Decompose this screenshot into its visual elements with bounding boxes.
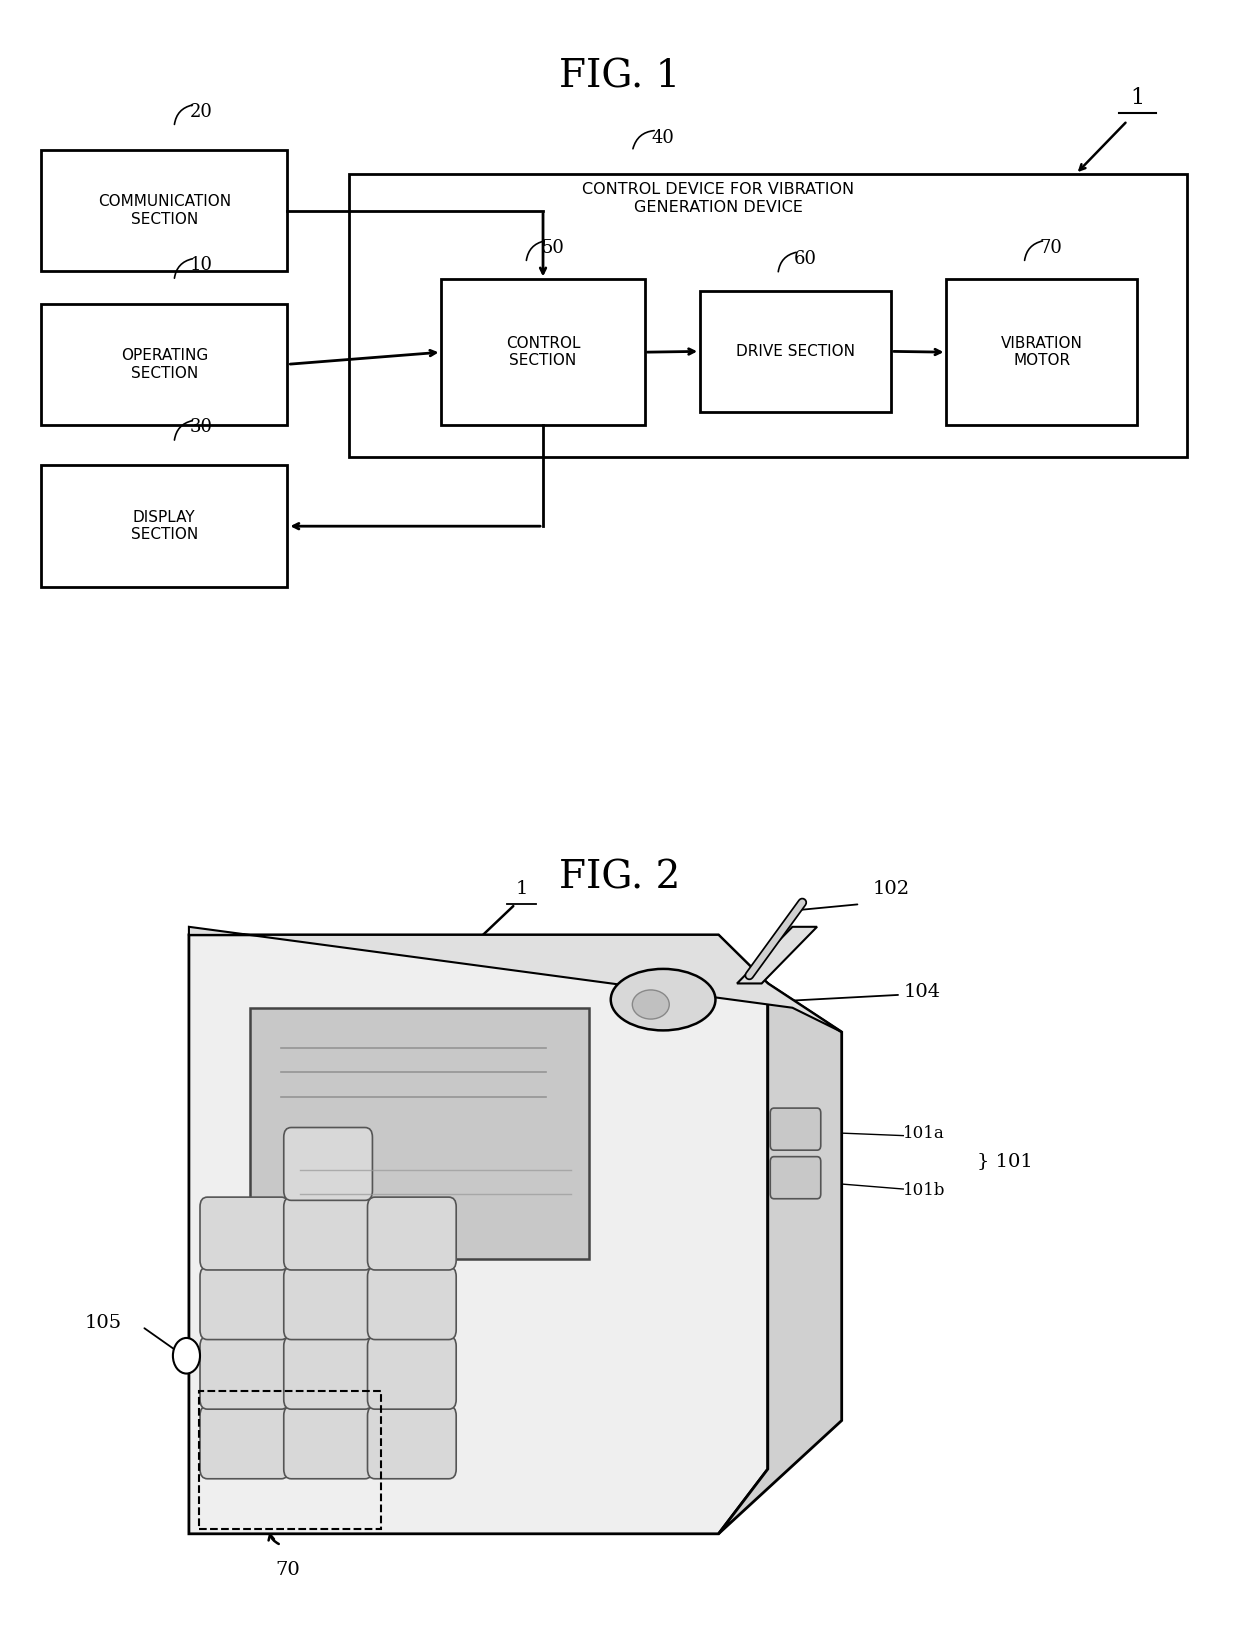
FancyBboxPatch shape <box>41 304 288 425</box>
FancyBboxPatch shape <box>367 1336 456 1409</box>
FancyBboxPatch shape <box>284 1336 372 1409</box>
FancyBboxPatch shape <box>284 1406 372 1479</box>
FancyBboxPatch shape <box>367 1267 456 1339</box>
FancyBboxPatch shape <box>284 1128 372 1201</box>
Text: 50: 50 <box>542 239 564 257</box>
Text: OPERATING
SECTION: OPERATING SECTION <box>120 348 208 381</box>
FancyBboxPatch shape <box>41 150 288 272</box>
FancyBboxPatch shape <box>701 291 892 412</box>
Text: 1: 1 <box>1130 88 1145 109</box>
Text: 105: 105 <box>84 1315 122 1333</box>
FancyBboxPatch shape <box>41 465 288 587</box>
FancyBboxPatch shape <box>200 1336 289 1409</box>
Text: FIG. 1: FIG. 1 <box>559 59 681 96</box>
FancyBboxPatch shape <box>200 1406 289 1479</box>
Text: 60: 60 <box>794 251 817 268</box>
Ellipse shape <box>172 1337 200 1373</box>
Polygon shape <box>737 927 817 983</box>
Text: 70: 70 <box>1040 239 1063 257</box>
FancyBboxPatch shape <box>284 1267 372 1339</box>
Text: 30: 30 <box>336 940 362 960</box>
Ellipse shape <box>632 989 670 1019</box>
Text: 1: 1 <box>516 880 528 898</box>
FancyBboxPatch shape <box>200 1267 289 1339</box>
Text: 10: 10 <box>201 957 226 975</box>
Polygon shape <box>188 927 842 1032</box>
FancyBboxPatch shape <box>367 1197 456 1271</box>
Text: } 101: } 101 <box>977 1152 1033 1170</box>
Polygon shape <box>718 983 842 1534</box>
Text: VIBRATION
MOTOR: VIBRATION MOTOR <box>1001 337 1083 368</box>
Text: 101b: 101b <box>903 1183 946 1199</box>
Text: 10: 10 <box>583 1289 608 1306</box>
Text: DISPLAY
SECTION: DISPLAY SECTION <box>130 509 198 542</box>
Text: 10: 10 <box>190 257 213 275</box>
Text: 70: 70 <box>275 1562 300 1580</box>
FancyBboxPatch shape <box>946 280 1137 425</box>
FancyBboxPatch shape <box>250 1007 589 1259</box>
Text: 101a: 101a <box>903 1126 945 1142</box>
FancyBboxPatch shape <box>770 1157 821 1199</box>
Ellipse shape <box>611 970 715 1030</box>
FancyBboxPatch shape <box>441 280 645 425</box>
FancyBboxPatch shape <box>284 1197 372 1271</box>
Text: FIG. 2: FIG. 2 <box>559 859 681 896</box>
Text: 102: 102 <box>873 880 909 898</box>
FancyBboxPatch shape <box>770 1108 821 1150</box>
Text: COMMUNICATION
SECTION: COMMUNICATION SECTION <box>98 194 231 226</box>
Text: CONTROL DEVICE FOR VIBRATION
GENERATION DEVICE: CONTROL DEVICE FOR VIBRATION GENERATION … <box>583 182 854 215</box>
Text: CONTROL
SECTION: CONTROL SECTION <box>506 337 580 368</box>
FancyBboxPatch shape <box>367 1406 456 1479</box>
Text: 20: 20 <box>190 103 213 120</box>
Text: 40: 40 <box>652 129 675 146</box>
Text: DRIVE SECTION: DRIVE SECTION <box>737 343 856 360</box>
Polygon shape <box>188 936 768 1534</box>
Text: 104: 104 <box>903 983 940 1001</box>
FancyBboxPatch shape <box>200 1197 289 1271</box>
Text: 30: 30 <box>190 418 213 436</box>
FancyBboxPatch shape <box>348 174 1187 457</box>
